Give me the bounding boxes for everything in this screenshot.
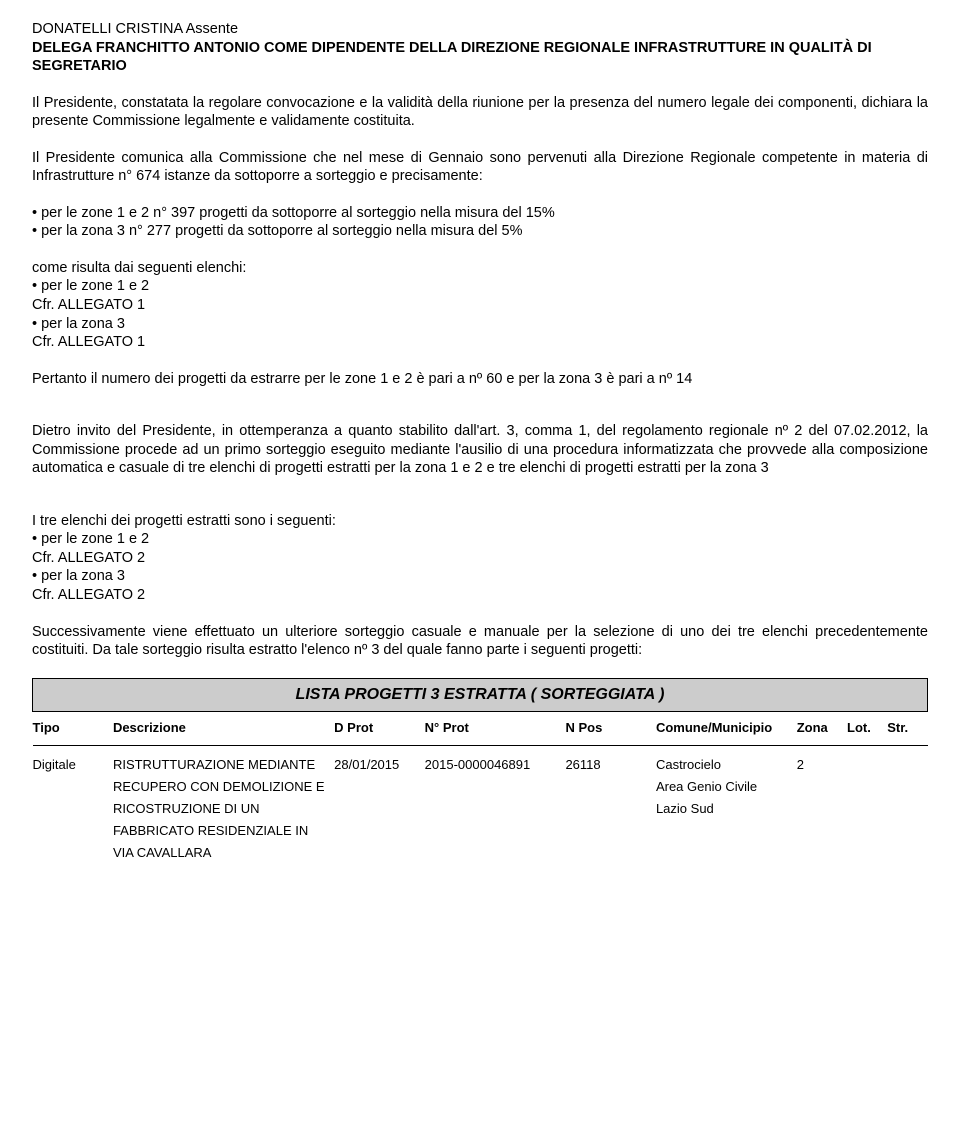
cell-str (887, 745, 927, 872)
paragraph-convocazione: Il Presidente, constatata la regolare co… (32, 94, 928, 131)
elenchi2-line-1: • per le zone 1 e 2 (32, 530, 928, 549)
table-row: Digitale RISTRUTTURAZIONE MEDIANTE RECUP… (33, 745, 928, 872)
paragraph-sorteggio-manuale: Successivamente viene effettuato un ulte… (32, 623, 928, 660)
cell-dprot: 28/01/2015 (334, 745, 425, 872)
elenchi-line-2: Cfr. ALLEGATO 1 (32, 296, 928, 315)
elenchi-line-3: • per la zona 3 (32, 315, 928, 334)
cell-descrizione: RISTRUTTURAZIONE MEDIANTE RECUPERO CON D… (113, 745, 334, 872)
col-header-tipo: Tipo (33, 712, 113, 746)
elenchi2-line-3: • per la zona 3 (32, 567, 928, 586)
elenchi2-line-4: Cfr. ALLEGATO 2 (32, 586, 928, 605)
elenchi-line-4: Cfr. ALLEGATO 1 (32, 333, 928, 352)
table-title-row: LISTA PROGETTI 3 ESTRATTA ( SORTEGGIATA … (33, 678, 928, 711)
elenchi2-intro: I tre elenchi dei progetti estratti sono… (32, 512, 928, 531)
elenchi-intro: come risulta dai seguenti elenchi: (32, 259, 928, 278)
col-header-npos: N Pos (565, 712, 656, 746)
table-header-row: Tipo Descrizione D Prot N° Prot N Pos Co… (33, 712, 928, 746)
header-line-2: DELEGA FRANCHITTO ANTONIO COME DIPENDENT… (32, 39, 928, 76)
paragraph-sorteggio-procedura: Dietro invito del Presidente, in ottempe… (32, 422, 928, 478)
cell-npos: 26118 (565, 745, 656, 872)
col-header-comune: Comune/Municipio (656, 712, 797, 746)
col-header-lot: Lot. (847, 712, 887, 746)
cell-lot (847, 745, 887, 872)
col-header-str: Str. (887, 712, 927, 746)
bullet-zone12: • per le zone 1 e 2 n° 397 progetti da s… (32, 204, 928, 223)
table-title: LISTA PROGETTI 3 ESTRATTA ( SORTEGGIATA … (33, 678, 928, 711)
cell-comune: Castrocielo Area Genio Civile Lazio Sud (656, 745, 797, 872)
cell-nprot: 2015-0000046891 (425, 745, 566, 872)
table-lista-progetti: LISTA PROGETTI 3 ESTRATTA ( SORTEGGIATA … (32, 678, 928, 873)
bullets-zone-percentuali: • per le zone 1 e 2 n° 397 progetti da s… (32, 204, 928, 241)
header-block: DONATELLI CRISTINA Assente DELEGA FRANCH… (32, 20, 928, 76)
col-header-dprot: D Prot (334, 712, 425, 746)
col-header-descrizione: Descrizione (113, 712, 334, 746)
cell-tipo: Digitale (33, 745, 113, 872)
paragraph-numero-estrarre: Pertanto il numero dei progetti da estra… (32, 370, 928, 389)
elenchi-block-2: I tre elenchi dei progetti estratti sono… (32, 512, 928, 605)
header-line-1: DONATELLI CRISTINA Assente (32, 20, 928, 39)
bullet-zone3: • per la zona 3 n° 277 progetti da sotto… (32, 222, 928, 241)
elenchi-line-1: • per le zone 1 e 2 (32, 277, 928, 296)
col-header-nprot: N° Prot (425, 712, 566, 746)
elenchi-block-1: come risulta dai seguenti elenchi: • per… (32, 259, 928, 352)
paragraph-comunica: Il Presidente comunica alla Commissione … (32, 149, 928, 186)
elenchi2-line-2: Cfr. ALLEGATO 2 (32, 549, 928, 568)
col-header-zona: Zona (797, 712, 847, 746)
cell-zona: 2 (797, 745, 847, 872)
